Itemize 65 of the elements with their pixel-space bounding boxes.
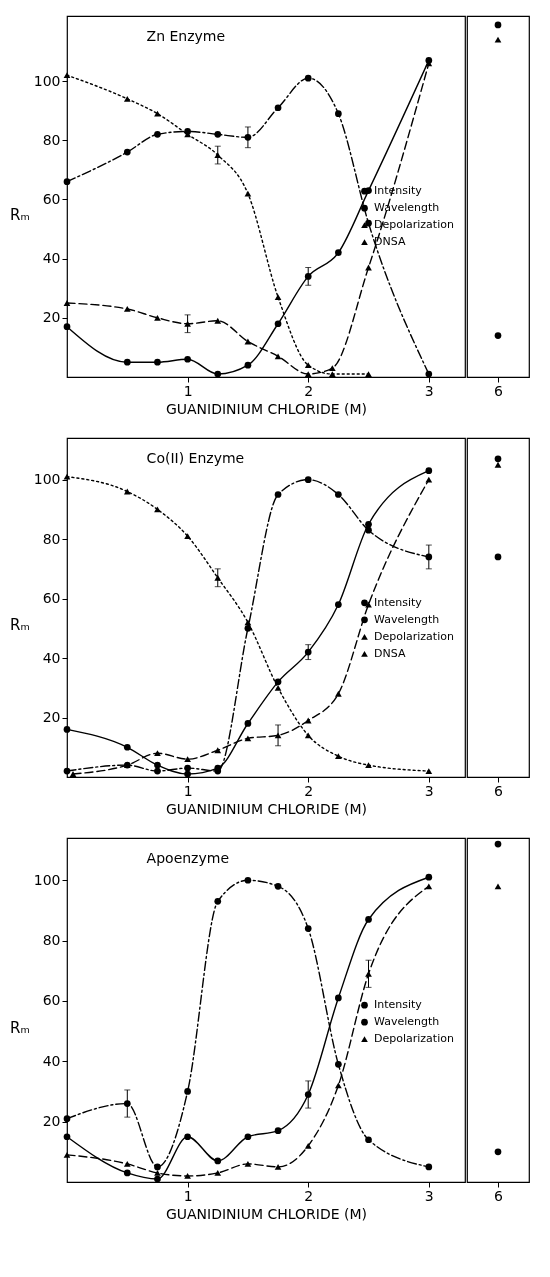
legend-label: Intensity xyxy=(374,595,423,609)
point xyxy=(214,317,222,324)
point xyxy=(63,726,71,733)
y-tick-label: 80 xyxy=(42,131,61,148)
point xyxy=(154,1170,161,1176)
text: Co(II) Enzyme xyxy=(146,450,245,466)
point xyxy=(184,756,191,763)
y-tick-label: 60 xyxy=(42,992,61,1009)
point xyxy=(63,1115,71,1122)
point xyxy=(214,1170,222,1176)
point xyxy=(123,95,131,102)
x-axis-title: GUANIDINIUM CHLORIDE (M) xyxy=(165,1205,368,1222)
x-tick-label: 6 xyxy=(494,1187,504,1204)
x-tick-label: 3 xyxy=(424,382,434,399)
text: Zn Enzyme xyxy=(146,28,226,44)
y-tick-label: 60 xyxy=(42,590,61,607)
legend-label: Wavelength xyxy=(374,201,440,215)
point xyxy=(304,476,312,483)
x-tick-label: 6 xyxy=(494,782,504,799)
x-axis-title: GUANIDINIUM CHLORIDE (M) xyxy=(165,400,368,417)
point xyxy=(154,314,161,321)
y-tick-label: 100 xyxy=(33,471,61,488)
point xyxy=(63,473,71,480)
x-tick-label: 2 xyxy=(304,1187,314,1204)
y-tick-label: 20 xyxy=(42,709,61,726)
legend-label: Depolarization xyxy=(374,629,454,643)
x-tick-label: 3 xyxy=(424,782,434,799)
point xyxy=(425,467,433,475)
legend-label: DNSA xyxy=(374,646,406,660)
point xyxy=(274,491,282,498)
y-tick-label: 40 xyxy=(42,250,61,267)
y-tick-label: 100 xyxy=(33,72,61,89)
legend-label: DNSA xyxy=(374,235,406,249)
x-tick-label: 1 xyxy=(183,382,193,399)
legend-label: Depolarization xyxy=(374,1032,454,1046)
point xyxy=(154,110,161,117)
x-tick-label: 2 xyxy=(304,782,314,799)
point xyxy=(184,1088,191,1095)
legend-label: Intensity xyxy=(374,998,423,1012)
legend-label: Wavelength xyxy=(374,612,440,626)
y-axis-title: Rₘ xyxy=(10,1018,30,1037)
x-tick-label: 1 xyxy=(183,782,193,799)
x-tick-label: 2 xyxy=(304,382,314,399)
y-tick-label: 40 xyxy=(42,1052,61,1069)
x-tick-label: 6 xyxy=(494,382,504,399)
y-tick-label: 20 xyxy=(42,309,61,326)
y-tick-label: 40 xyxy=(42,649,61,666)
y-tick-label: 20 xyxy=(42,1113,61,1130)
legend-label: Wavelength xyxy=(374,1015,440,1029)
y-tick-label: 100 xyxy=(33,871,61,888)
x-tick-label: 3 xyxy=(424,1187,434,1204)
x-tick-label: 1 xyxy=(183,1187,193,1204)
y-axis-title: Rₘ xyxy=(10,206,30,225)
text: Apoenzyme xyxy=(146,850,230,866)
point xyxy=(365,219,372,227)
y-tick-label: 80 xyxy=(42,932,61,949)
x-axis-title: GUANIDINIUM CHLORIDE (M) xyxy=(165,800,368,817)
y-axis-title: Rₘ xyxy=(10,615,30,634)
point xyxy=(425,768,433,774)
y-tick-label: 80 xyxy=(42,530,61,547)
point xyxy=(274,1164,282,1170)
y-tick-label: 60 xyxy=(42,190,61,207)
point xyxy=(335,690,342,697)
point xyxy=(335,491,342,498)
point xyxy=(335,1060,342,1068)
